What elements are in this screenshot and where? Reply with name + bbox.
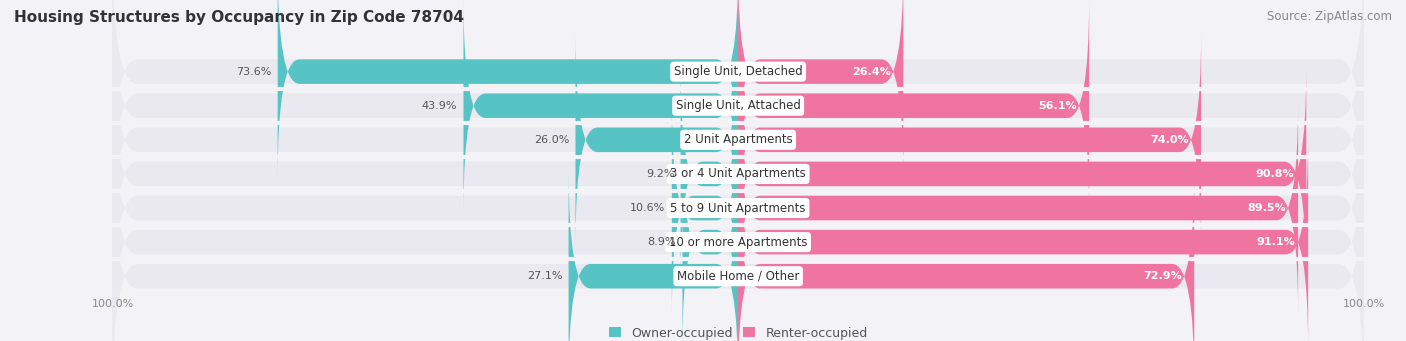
- Text: 8.9%: 8.9%: [648, 237, 676, 247]
- Text: 3 or 4 Unit Apartments: 3 or 4 Unit Apartments: [671, 167, 806, 180]
- Text: 2 Unit Apartments: 2 Unit Apartments: [683, 133, 793, 146]
- Text: 72.9%: 72.9%: [1143, 271, 1182, 281]
- FancyBboxPatch shape: [738, 101, 1298, 315]
- Text: 43.9%: 43.9%: [422, 101, 457, 111]
- FancyBboxPatch shape: [568, 169, 738, 341]
- Text: 10 or more Apartments: 10 or more Apartments: [669, 236, 807, 249]
- Text: 5 to 9 Unit Apartments: 5 to 9 Unit Apartments: [671, 202, 806, 214]
- FancyBboxPatch shape: [738, 0, 1090, 213]
- Text: 74.0%: 74.0%: [1150, 135, 1188, 145]
- Text: 9.2%: 9.2%: [645, 169, 675, 179]
- FancyBboxPatch shape: [112, 16, 1364, 264]
- FancyBboxPatch shape: [738, 33, 1201, 247]
- FancyBboxPatch shape: [112, 84, 1364, 332]
- FancyBboxPatch shape: [682, 135, 738, 341]
- Text: Source: ZipAtlas.com: Source: ZipAtlas.com: [1267, 10, 1392, 23]
- Text: 10.6%: 10.6%: [630, 203, 665, 213]
- FancyBboxPatch shape: [738, 67, 1306, 281]
- FancyBboxPatch shape: [738, 135, 1308, 341]
- Text: 73.6%: 73.6%: [236, 66, 271, 77]
- Text: 91.1%: 91.1%: [1257, 237, 1295, 247]
- FancyBboxPatch shape: [464, 0, 738, 213]
- Text: 26.4%: 26.4%: [852, 66, 891, 77]
- FancyBboxPatch shape: [575, 33, 738, 247]
- Text: Single Unit, Detached: Single Unit, Detached: [673, 65, 803, 78]
- FancyBboxPatch shape: [112, 0, 1364, 230]
- Text: 56.1%: 56.1%: [1038, 101, 1077, 111]
- FancyBboxPatch shape: [112, 0, 1364, 196]
- FancyBboxPatch shape: [681, 67, 738, 281]
- Legend: Owner-occupied, Renter-occupied: Owner-occupied, Renter-occupied: [609, 327, 868, 340]
- FancyBboxPatch shape: [112, 152, 1364, 341]
- FancyBboxPatch shape: [672, 101, 738, 315]
- FancyBboxPatch shape: [738, 169, 1194, 341]
- FancyBboxPatch shape: [277, 0, 738, 179]
- Text: 26.0%: 26.0%: [534, 135, 569, 145]
- Text: 90.8%: 90.8%: [1256, 169, 1294, 179]
- FancyBboxPatch shape: [112, 118, 1364, 341]
- FancyBboxPatch shape: [112, 50, 1364, 298]
- Text: Single Unit, Attached: Single Unit, Attached: [676, 99, 800, 112]
- Text: Housing Structures by Occupancy in Zip Code 78704: Housing Structures by Occupancy in Zip C…: [14, 10, 464, 25]
- FancyBboxPatch shape: [738, 0, 903, 179]
- Text: Mobile Home / Other: Mobile Home / Other: [676, 270, 800, 283]
- Text: 27.1%: 27.1%: [527, 271, 562, 281]
- Text: 89.5%: 89.5%: [1247, 203, 1285, 213]
